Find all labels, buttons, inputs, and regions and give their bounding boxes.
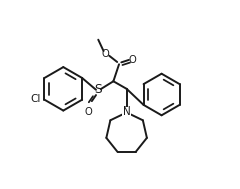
Text: N: N: [123, 106, 131, 115]
Text: O: O: [102, 49, 110, 59]
Text: N: N: [123, 108, 131, 117]
Text: Cl: Cl: [30, 94, 41, 104]
Text: O: O: [128, 55, 136, 64]
Text: S: S: [95, 83, 102, 96]
Text: O: O: [84, 107, 92, 116]
